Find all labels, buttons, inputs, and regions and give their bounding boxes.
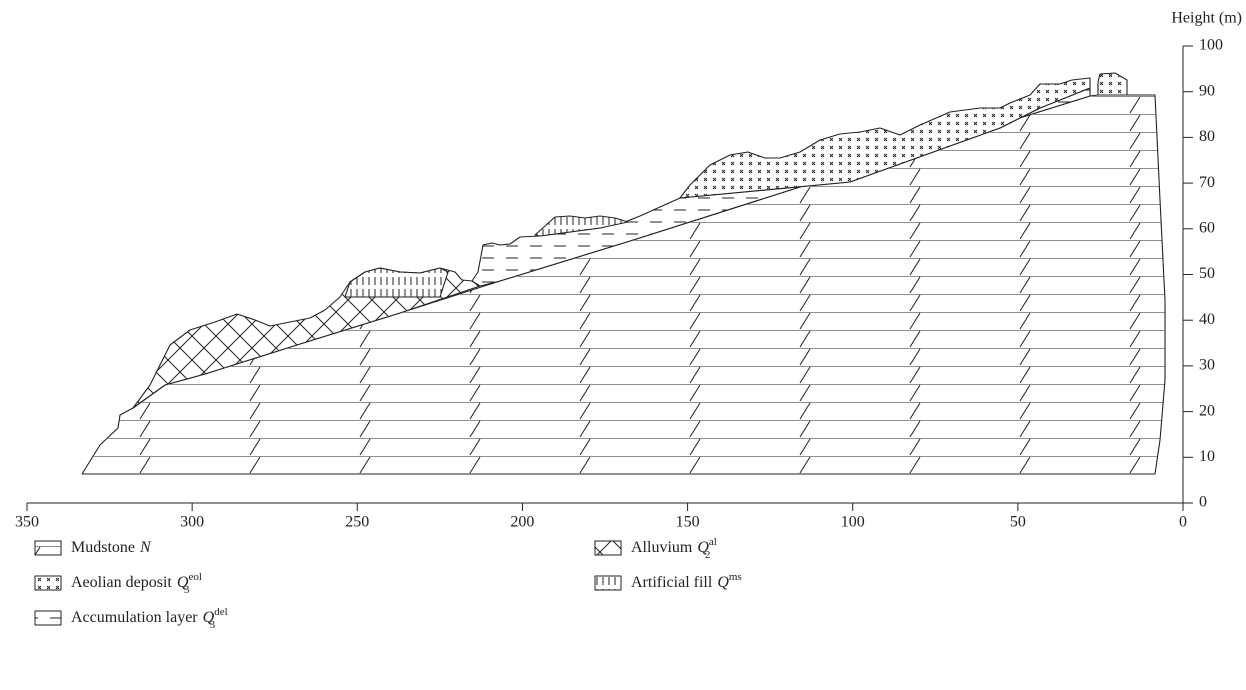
legend-sub: 3	[210, 619, 216, 631]
legend-symbol: N	[139, 539, 152, 556]
legend-label: Artificial fill Qms	[631, 571, 742, 591]
legend-swatch	[34, 540, 62, 556]
artificial-fill	[534, 215, 629, 237]
legend-label: Alluvium Qal 2	[631, 536, 717, 561]
legend-sup: eol	[188, 571, 201, 583]
cross-section	[81, 72, 1166, 475]
y-tick-label: 30	[1199, 357, 1215, 374]
x-tick-label: 200	[510, 514, 534, 531]
legend-name: Aeolian deposit	[71, 574, 172, 591]
x-tick-label: 150	[676, 514, 700, 531]
legend-symbol: Q	[203, 609, 215, 626]
y-tick-label: 100	[1199, 37, 1223, 54]
y-tick-label: 40	[1199, 311, 1215, 328]
legend-sup: del	[214, 606, 227, 618]
y-tick-label: 0	[1199, 494, 1207, 511]
legend-label: Mudstone N	[71, 539, 152, 556]
legend-sub: 3	[184, 584, 190, 596]
legend-sup: ms	[729, 571, 742, 583]
legend-swatch	[594, 540, 622, 556]
x-tick-label: 300	[180, 514, 204, 531]
legend-sup: al	[709, 536, 717, 548]
x-tick-label: 0	[1179, 514, 1187, 531]
legend-swatch	[594, 575, 622, 591]
axes: 350 300 250 200 150 100 50 00 10 20 30 40 50 60 70 80 90…	[15, 10, 1242, 531]
y-tick-label: 20	[1199, 402, 1215, 419]
x-tick-label: 250	[345, 514, 369, 531]
y-tick-label: 90	[1199, 82, 1215, 99]
legend-symbol: Q	[177, 574, 189, 591]
legend-label: Accumulation layer Qdel 3	[71, 606, 228, 631]
legend-symbol: Q	[717, 574, 729, 591]
y-axis-label: Height (m)	[1171, 10, 1242, 27]
x-tick-label: 350	[15, 514, 39, 531]
x-tick-label: 50	[1010, 514, 1026, 531]
y-tick-label: 80	[1199, 128, 1215, 145]
legend-symbol: Q	[697, 539, 709, 556]
legend-sub: 2	[705, 549, 711, 561]
legend-name: Mudstone	[71, 539, 135, 556]
aeolian-deposit-top	[1097, 72, 1128, 96]
legend-name: Accumulation layer	[71, 609, 198, 626]
y-tick-label: 60	[1199, 219, 1215, 236]
y-tick-label: 10	[1199, 448, 1215, 465]
y-tick-label: 50	[1199, 265, 1215, 282]
legend-swatch	[34, 610, 62, 626]
aeolian-deposit	[679, 77, 1091, 199]
x-tick-label: 100	[841, 514, 865, 531]
mudstone	[81, 94, 1166, 475]
legend-name: Alluvium	[631, 539, 693, 556]
legend-swatch	[34, 575, 62, 591]
legend-label: Aeolian deposit Qeol 3	[71, 571, 202, 596]
artificial-fill	[344, 267, 449, 298]
y-tick-label: 70	[1199, 174, 1215, 191]
legend-name: Artificial fill	[631, 574, 713, 591]
